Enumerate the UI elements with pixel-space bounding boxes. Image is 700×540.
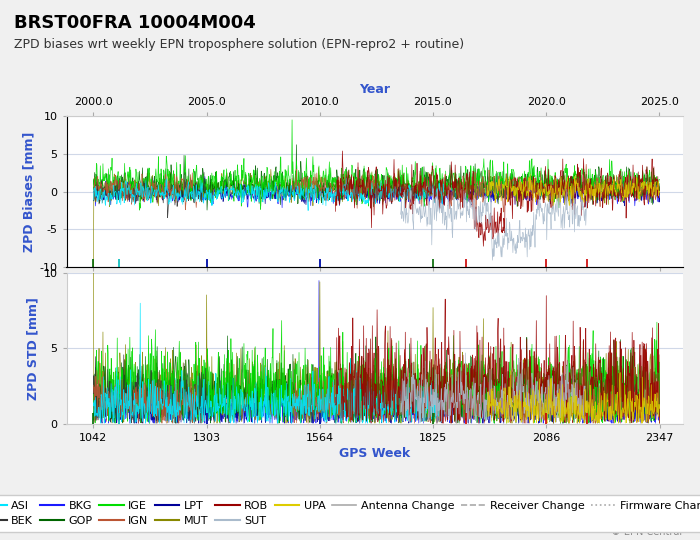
Text: ZPD biases wrt weekly EPN troposphere solution (EPN-repro2 + routine): ZPD biases wrt weekly EPN troposphere so…: [14, 38, 464, 51]
X-axis label: GPS Week: GPS Week: [339, 447, 410, 460]
Text: BRST00FRA 10004M004: BRST00FRA 10004M004: [14, 14, 255, 31]
X-axis label: Year: Year: [359, 83, 390, 96]
Legend: ASI, BEK, BKG, GOP, IGE, IGN, LPT, MUT, ROB, SUT, UPA, Antenna Change, Receiver : ASI, BEK, BKG, GOP, IGE, IGN, LPT, MUT, …: [0, 495, 700, 532]
Text: © EPN Central: © EPN Central: [611, 527, 682, 537]
Y-axis label: ZPD Biases [mm]: ZPD Biases [mm]: [22, 131, 35, 252]
Y-axis label: ZPD STD [mm]: ZPD STD [mm]: [27, 297, 39, 400]
